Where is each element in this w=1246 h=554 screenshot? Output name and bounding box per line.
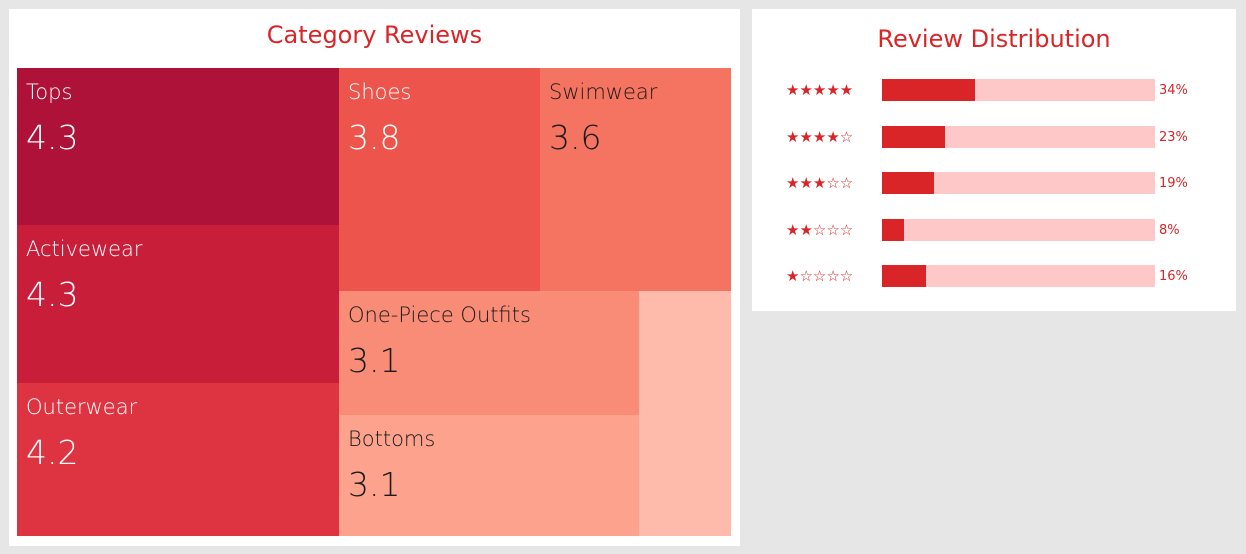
treemap-cell-label: Bottoms [348,427,436,451]
treemap-cell-label: Outerwear [26,395,138,419]
distribution-bar-track [882,265,1155,287]
treemap-cell-value: 4.2 [26,433,79,472]
distribution-bar [882,79,975,101]
distribution-bar [882,265,926,287]
star-rating-label: ★★★★☆ [786,128,854,146]
distribution-bar-track [882,219,1155,241]
star-rating-label: ★★★★★ [786,81,854,99]
treemap-cell-value: 3.8 [348,118,401,157]
distribution-percent-label: 23% [1159,130,1188,145]
distribution-bar-track [882,79,1155,101]
distribution-row[interactable]: ★★★★★ 34% [752,79,1236,103]
distribution-bar [882,172,934,194]
treemap-cell-activewear[interactable]: Activewear 4.3 [17,225,339,383]
review-distribution-title: Review Distribution [877,25,1111,53]
treemap-cell-outerwear[interactable]: Outerwear 4.2 [17,383,339,536]
treemap-cell-shoes[interactable]: Shoes 3.8 [339,68,540,291]
treemap-cell-value: 4.3 [26,275,79,314]
category-treemap: Tops 4.3 Activewear 4.3 Outerwear 4.2 Shoes 3.8… [17,68,731,536]
treemap-cell-swimwear[interactable]: Swimwear 3.6 [540,68,731,291]
category-reviews-title: Category Reviews [266,21,483,49]
star-rating-label: ★★★☆☆ [786,174,854,192]
treemap-cell-value: 3.1 [348,341,401,380]
distribution-percent-label: 8% [1159,223,1180,238]
treemap-cell-label: Swimwear [549,80,658,104]
distribution-percent-label: 19% [1159,176,1188,191]
treemap-cell-label: Shoes [348,80,412,104]
treemap-cell-value: 3.6 [549,118,602,157]
treemap-cell-label: Tops [26,80,73,104]
distribution-percent-label: 34% [1159,83,1188,98]
treemap-cell-other[interactable] [639,291,731,536]
distribution-row[interactable]: ★☆☆☆☆ 16% [752,265,1236,289]
distribution-row[interactable]: ★★★☆☆ 19% [752,172,1236,196]
treemap-cell-label: Activewear [26,237,143,261]
distribution-bar-track [882,172,1155,194]
distribution-bar [882,126,945,148]
distribution-row[interactable]: ★★★★☆ 23% [752,126,1236,150]
star-rating-label: ★☆☆☆☆ [786,267,854,285]
treemap-cell-tops[interactable]: Tops 4.3 [17,68,339,225]
distribution-row[interactable]: ★★☆☆☆ 8% [752,219,1236,243]
treemap-cell-one-piece-outfits[interactable]: One-Piece Outfits 3.1 [339,291,639,415]
treemap-cell-value: 4.3 [26,118,79,157]
distribution-percent-label: 16% [1159,269,1188,284]
treemap-cell-bottoms[interactable]: Bottoms 3.1 [339,415,639,536]
star-rating-label: ★★☆☆☆ [786,221,854,239]
category-reviews-panel: Category Reviews Tops 4.3 Activewear 4.3 Out… [9,9,740,546]
treemap-cell-value: 3.1 [348,465,401,504]
distribution-bar [882,219,904,241]
treemap-cell-label: One-Piece Outfits [348,303,531,327]
distribution-bar-track [882,126,1155,148]
review-distribution-panel: Review Distribution ★★★★★ 34% ★★★★☆ 23% ★★★☆… [752,9,1236,311]
